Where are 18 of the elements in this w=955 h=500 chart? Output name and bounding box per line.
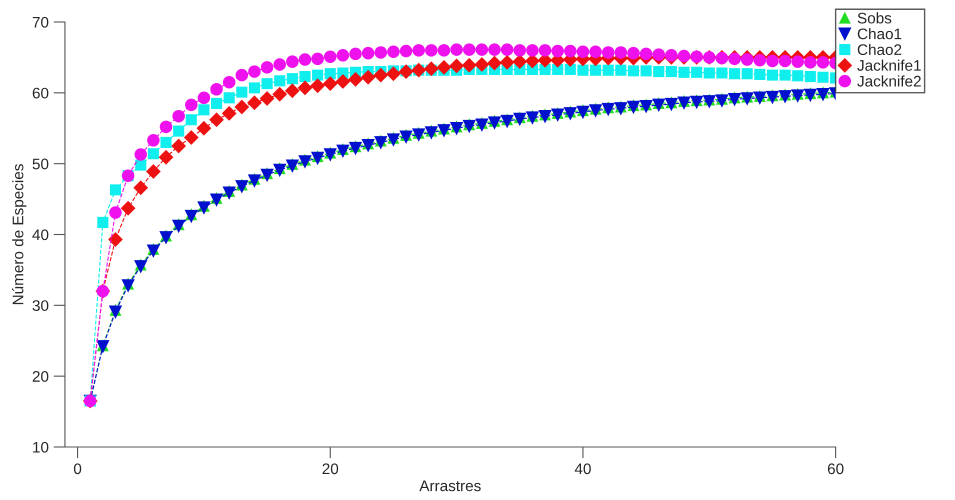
legend-label: Chao2 <box>858 44 902 56</box>
legend-label: Jacknife2 <box>857 75 921 87</box>
y-tick-label: 40 <box>32 229 48 240</box>
legend-label: Jacknife1 <box>857 60 921 71</box>
legend-label: Sobs <box>858 12 892 24</box>
x-tick-label: 60 <box>828 463 844 474</box>
x-tick-label: 40 <box>574 463 591 474</box>
y-tick-label: 10 <box>33 442 48 453</box>
x-axis-title: Arrastres <box>419 480 481 492</box>
y-axis-title: Número de Especies <box>12 164 26 304</box>
y-tick-label: 50 <box>32 158 48 170</box>
legend-label: Chao1 <box>858 28 902 40</box>
x-tick-label: 20 <box>322 463 338 474</box>
y-tick-label: 60 <box>32 88 48 99</box>
y-tick-label: 70 <box>32 16 48 28</box>
y-tick-label: 20 <box>32 371 48 382</box>
y-tick-label: 30 <box>32 300 48 312</box>
x-tick-label: 0 <box>74 463 82 474</box>
